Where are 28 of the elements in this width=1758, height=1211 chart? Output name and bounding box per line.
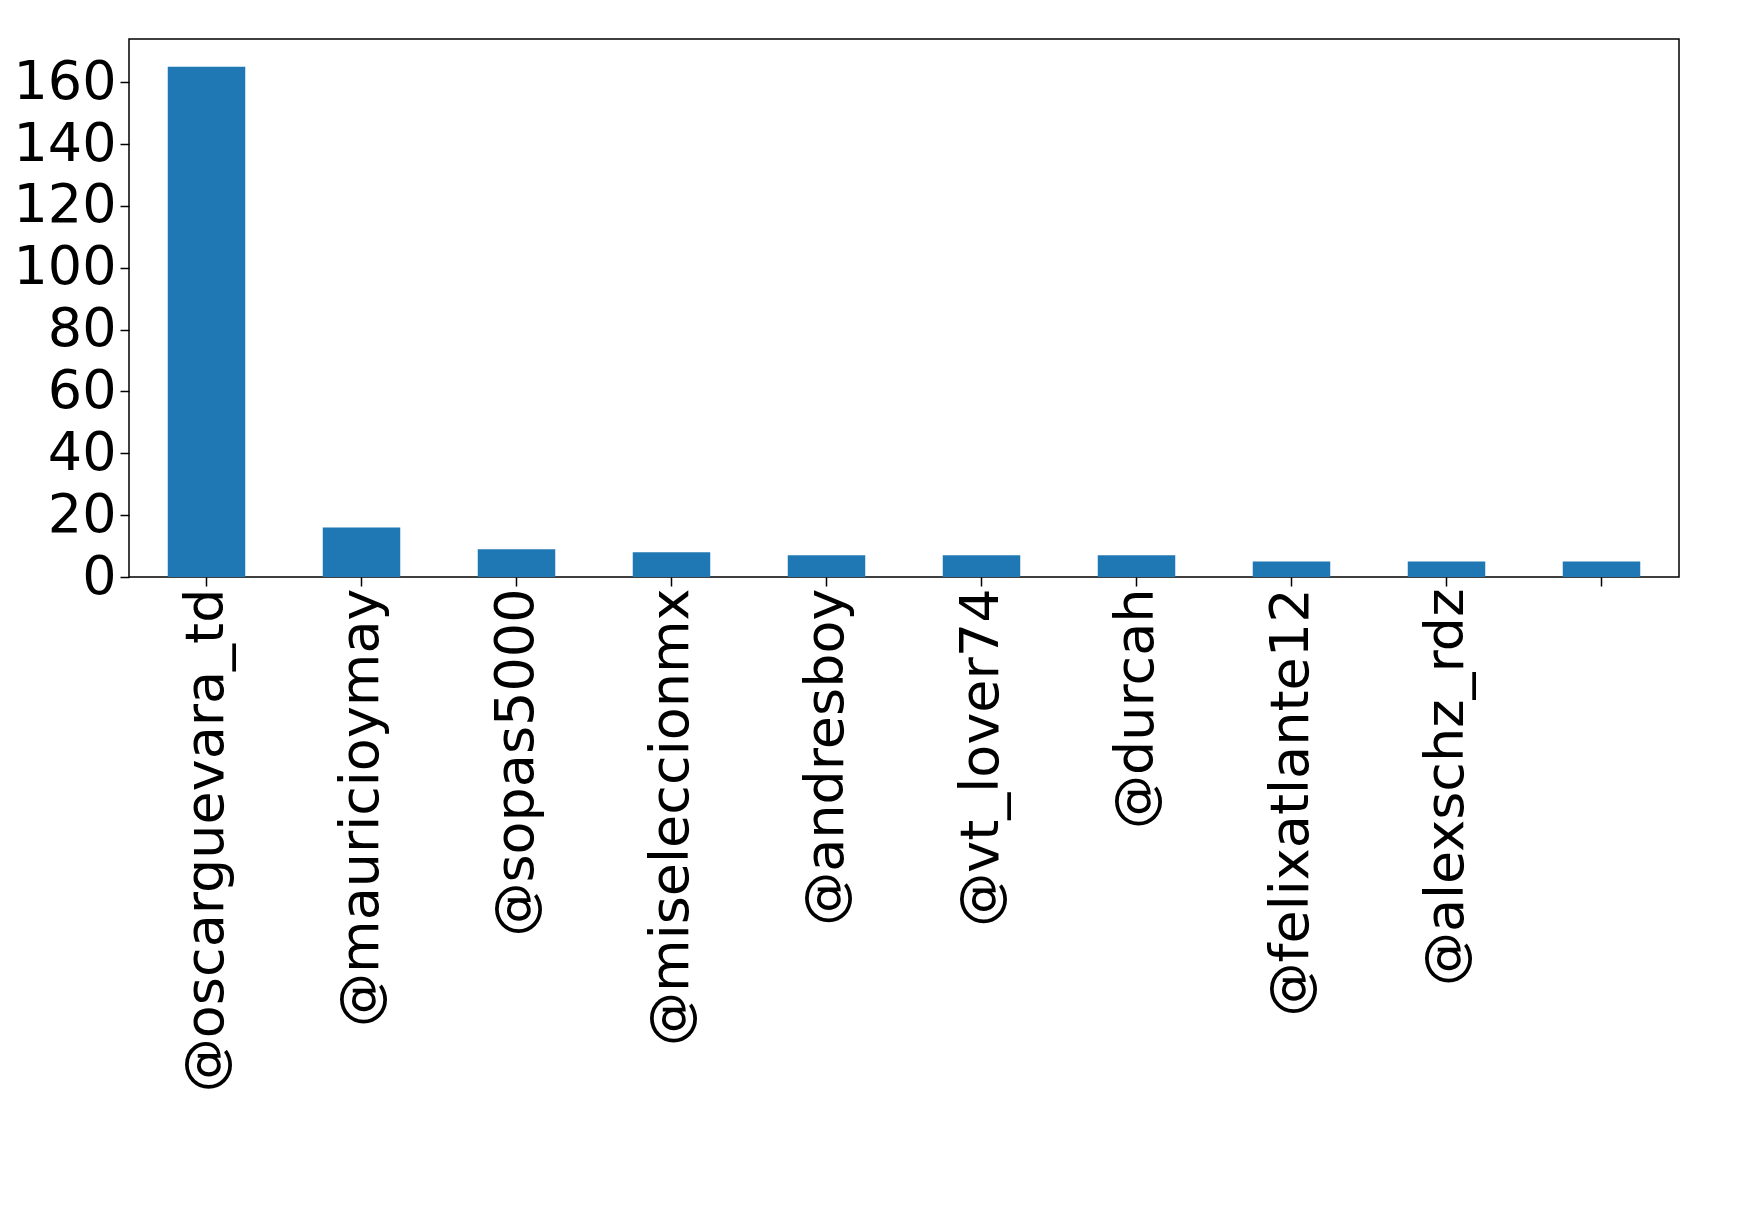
bar bbox=[1097, 555, 1176, 577]
y-tick-label: 80 bbox=[47, 296, 117, 360]
y-tick-label: 140 bbox=[13, 110, 117, 174]
y-tick-label: 20 bbox=[47, 481, 117, 545]
x-tick-label: @mauricioymay bbox=[327, 588, 391, 1027]
x-tick-label: @vt_lover74 bbox=[947, 588, 1011, 927]
x-tick-label: @durcah bbox=[1102, 588, 1166, 830]
bar bbox=[632, 552, 711, 577]
bar bbox=[942, 555, 1021, 577]
bar bbox=[1252, 561, 1331, 577]
bar bbox=[322, 527, 401, 577]
bar bbox=[1562, 561, 1641, 577]
x-tick-label: @miseleccionmx bbox=[637, 588, 701, 1046]
x-tick-label: @oscarguevara_td bbox=[172, 588, 236, 1093]
y-tick-label: 160 bbox=[13, 48, 117, 112]
x-tick-label: @sopas5000 bbox=[482, 588, 546, 937]
y-tick-label: 60 bbox=[47, 357, 117, 421]
y-tick-label: 120 bbox=[13, 172, 117, 236]
bar bbox=[167, 66, 246, 577]
y-tick-label: 100 bbox=[13, 234, 117, 298]
y-tick-label: 40 bbox=[47, 419, 117, 483]
x-tick-label: @felixatlante12 bbox=[1257, 588, 1321, 1017]
bar bbox=[477, 549, 556, 577]
x-tick-label: @andresboy bbox=[792, 588, 856, 926]
bar bbox=[787, 555, 866, 577]
bar bbox=[1407, 561, 1486, 577]
y-tick-label: 0 bbox=[82, 543, 117, 607]
x-tick-label: @alexschz_rdz bbox=[1412, 588, 1476, 987]
